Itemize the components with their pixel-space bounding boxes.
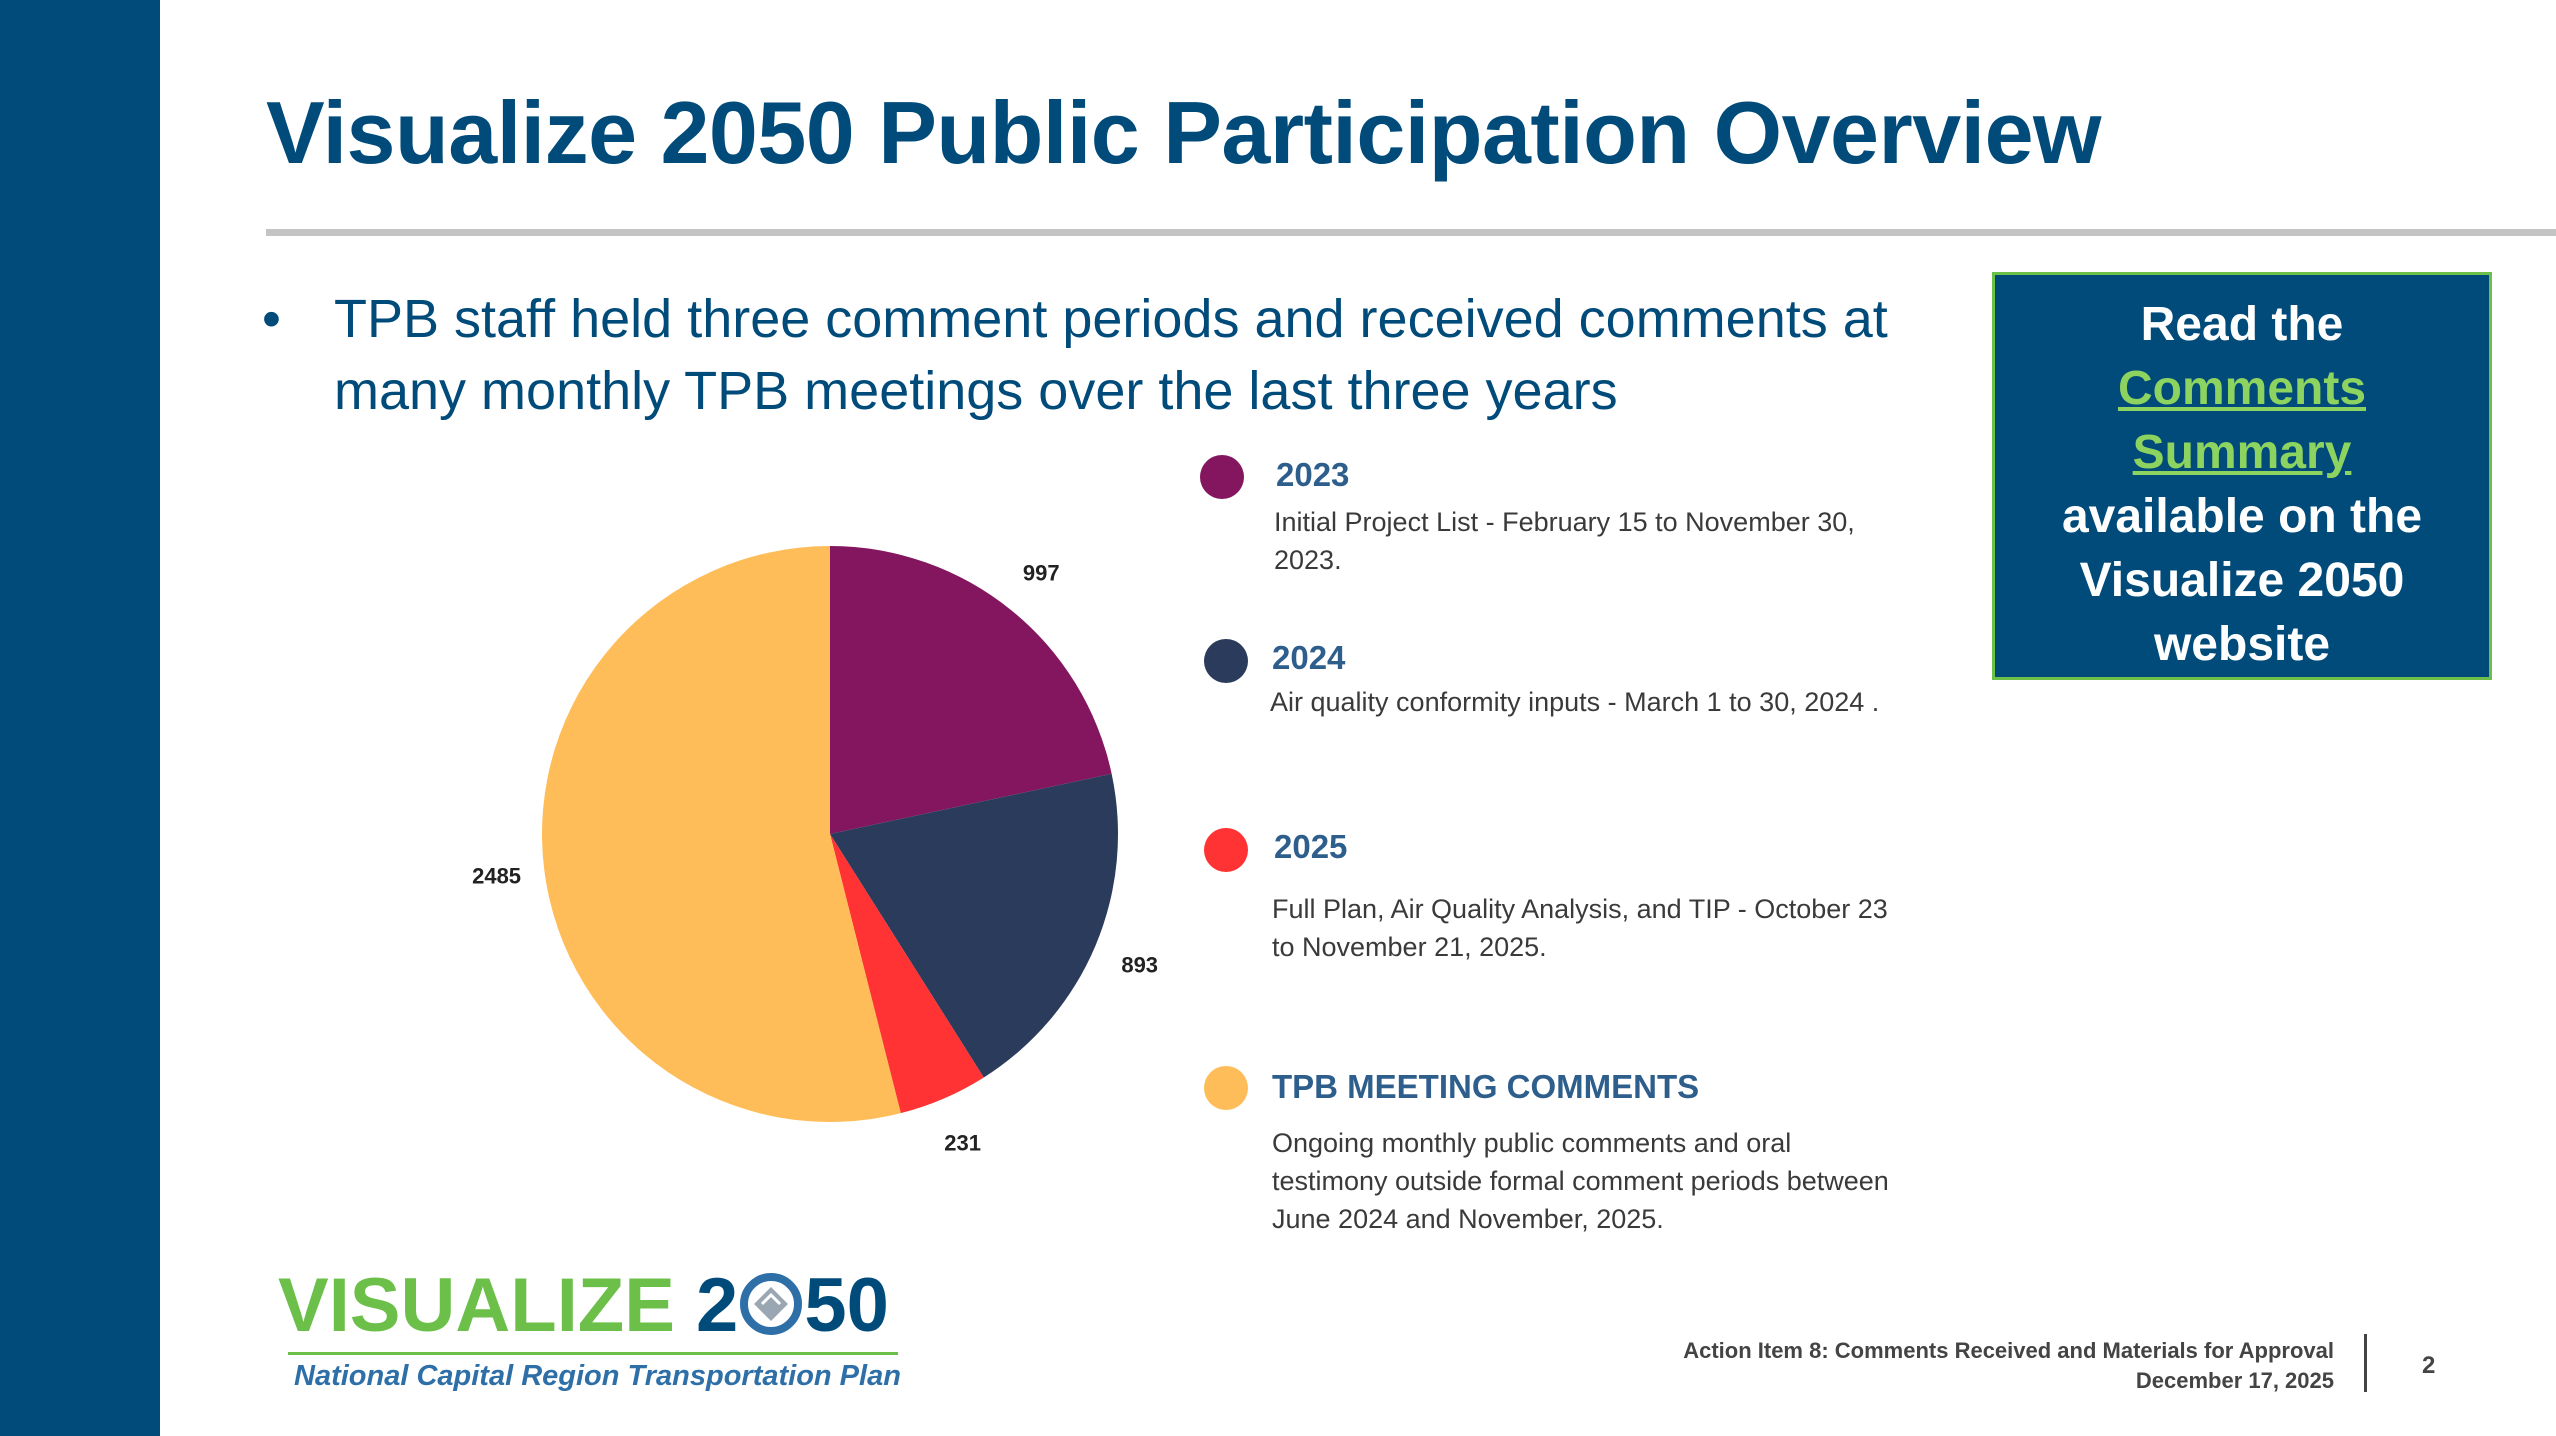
- legend-dot-2023: [1200, 455, 1244, 499]
- pie-label-2025: 231: [944, 1131, 981, 1156]
- logo-diamond-icon: [740, 1273, 803, 1335]
- logo-subtitle: National Capital Region Transportation P…: [294, 1360, 901, 1392]
- legend-desc-meeting: Ongoing monthly public comments and oral…: [1272, 1128, 1889, 1234]
- legend-desc-2025: Full Plan, Air Quality Analysis, and TIP…: [1272, 894, 1888, 962]
- pie-chart: 997 893 231 2485: [472, 546, 1158, 1156]
- pie-slice-2023: [830, 546, 1112, 834]
- left-accent-bar: [0, 0, 160, 1436]
- comments-summary-callout: Read the Comments Summary available on t…: [1992, 272, 2492, 680]
- callout-line3: Visualize 2050: [2079, 554, 2405, 607]
- footer-line1: Action Item 8: Comments Received and Mat…: [1683, 1338, 2334, 1363]
- logo-number-a: 2: [696, 1263, 739, 1348]
- page-title: Visualize 2050 Public Participation Over…: [266, 83, 2101, 182]
- pie-label-2024: 893: [1121, 952, 1158, 977]
- page-number: 2: [2422, 1352, 2436, 1379]
- bullet-text: TPB staff held three comment periods and…: [334, 289, 1888, 421]
- legend-year-2024: 2024: [1272, 639, 1346, 676]
- pie-slice-2024: [830, 773, 1118, 1078]
- callout-line1: Read the: [2140, 298, 2344, 351]
- comments-summary-link[interactable]: Comments: [2117, 362, 2367, 415]
- legend-dot-2025: [1204, 828, 1248, 872]
- logo-number-b: 50: [804, 1263, 889, 1348]
- legend-year-2025: 2025: [1274, 828, 1348, 865]
- comments-summary-link-2[interactable]: Summary: [2132, 426, 2352, 479]
- pie-label-2023: 997: [1023, 561, 1060, 586]
- logo-wordmark: VISUALIZE 2 50: [278, 1262, 889, 1349]
- logo-underline: [288, 1352, 898, 1355]
- footer-date: December 17, 2025: [2135, 1368, 2334, 1393]
- callout-line2: available on the: [2061, 490, 2423, 543]
- logo-word: VISUALIZE: [278, 1263, 675, 1348]
- legend-year-meeting: TPB MEETING COMMENTS: [1272, 1068, 1700, 1105]
- legend-desc-2023: Initial Project List - February 15 to No…: [1274, 507, 1855, 575]
- title-divider: [266, 229, 2556, 236]
- pie-slice-2025: [830, 834, 984, 1114]
- pie-slice-tpb-meeting-comments: [541, 546, 901, 1122]
- legend-dot-meeting: [1204, 1066, 1248, 1110]
- legend-desc-2024: Air quality conformity inputs - March 1 …: [1270, 687, 1880, 717]
- legend-dot-2024: [1204, 639, 1248, 683]
- bullet-point: • TPB staff held three comment periods a…: [262, 283, 2002, 427]
- visualize-2050-logo: VISUALIZE 2 50 National Capital Region Tr…: [278, 1262, 901, 1392]
- footer-separator: [2364, 1334, 2367, 1392]
- bullet-marker: •: [262, 289, 281, 349]
- legend-year-2023: 2023: [1276, 456, 1350, 493]
- callout-line4: website: [2153, 618, 2331, 671]
- pie-label-tpb-meeting-comments: 2485: [472, 864, 521, 889]
- footer-note: Action Item 8: Comments Received and Mat…: [1683, 1336, 2334, 1396]
